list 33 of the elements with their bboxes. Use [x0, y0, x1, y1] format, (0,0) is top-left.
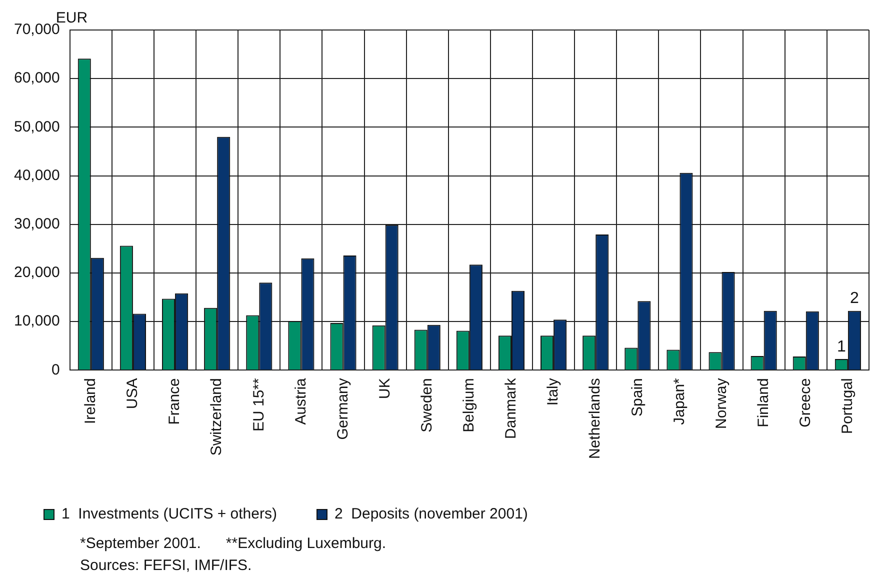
x-tick-label: France — [166, 378, 184, 425]
x-tick-label: Ireland — [82, 378, 100, 424]
y-tick-label: 20,000 — [14, 264, 60, 282]
source-note: Sources: FEFSI, IMF/IFS. — [80, 556, 253, 576]
x-tick-label: Italy — [544, 378, 562, 406]
y-tick-label: 30,000 — [14, 215, 60, 232]
x-tick-label: Japan* — [670, 378, 688, 425]
legend-label: 1 Investments (UCITS + others) — [62, 506, 277, 523]
y-tick-label: 60,000 — [14, 70, 60, 87]
x-tick-label: Spain — [628, 378, 646, 416]
x-tick-label: Belgium — [460, 378, 478, 432]
x-tick-label: Finland — [754, 378, 772, 428]
x-tick-label: Sweden — [418, 378, 436, 432]
annotation: 2 — [850, 290, 860, 308]
x-tick-label: EU 15** — [250, 378, 268, 432]
text: *September 2001. **Excluding Luxemburg. — [80, 534, 386, 554]
x-tick-label: Netherlands — [586, 378, 604, 460]
x-tick-label: USA — [124, 378, 142, 409]
x-tick-label: Germany — [334, 378, 352, 440]
x-tick-label: Austria — [292, 377, 310, 425]
x-tick-label: Greece — [797, 378, 814, 428]
x-tick-label: Portugal — [839, 378, 856, 434]
x-tick-label: UK — [376, 378, 394, 399]
annotation: 1 — [836, 338, 846, 356]
y-tick-label: 50,000 — [14, 118, 60, 136]
x-tick-label: Norway — [712, 378, 730, 429]
x-tick-label: Danmark — [502, 378, 520, 439]
y-tick-label: 70,000 — [14, 21, 60, 38]
y-tick-label: 40,000 — [14, 166, 60, 184]
x-tick-label: Switzerland — [208, 378, 226, 456]
y-tick-label: 10,000 — [14, 312, 60, 330]
legend-label: 2 Deposits (november 2001) — [334, 506, 528, 523]
y-tick-label: 0 — [52, 361, 60, 378]
